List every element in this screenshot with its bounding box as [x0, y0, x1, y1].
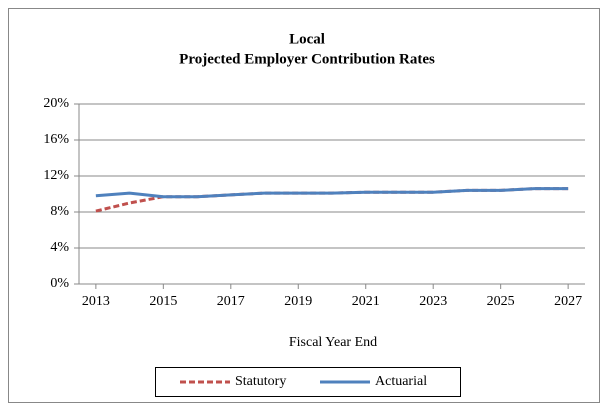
- legend-box: [155, 367, 461, 397]
- x-axis-label: Fiscal Year End: [289, 335, 377, 350]
- chart-title: Local: [289, 31, 325, 47]
- x-tick-label: 2021: [352, 294, 380, 309]
- x-tick-label: 2015: [149, 294, 177, 309]
- series-line: [95, 187, 569, 199]
- y-tick-label: 0%: [50, 276, 69, 291]
- legend-label: Statutory: [235, 374, 286, 389]
- y-tick-label: 4%: [50, 240, 69, 255]
- y-tick-label: 20%: [43, 96, 69, 111]
- x-tick-label: 2017: [217, 294, 245, 309]
- x-tick-label: 2013: [82, 294, 110, 309]
- y-tick-label: 12%: [43, 168, 69, 183]
- y-tick-label: 16%: [43, 132, 69, 147]
- x-tick-label: 2027: [554, 294, 582, 309]
- x-tick-label: 2019: [284, 294, 312, 309]
- chart-subtitle: Projected Employer Contribution Rates: [179, 51, 435, 67]
- y-tick-label: 8%: [50, 204, 69, 219]
- x-tick-label: 2025: [487, 294, 515, 309]
- x-tick-label: 2023: [419, 294, 447, 309]
- chart-frame: [8, 8, 600, 403]
- legend-label: Actuarial: [375, 374, 427, 389]
